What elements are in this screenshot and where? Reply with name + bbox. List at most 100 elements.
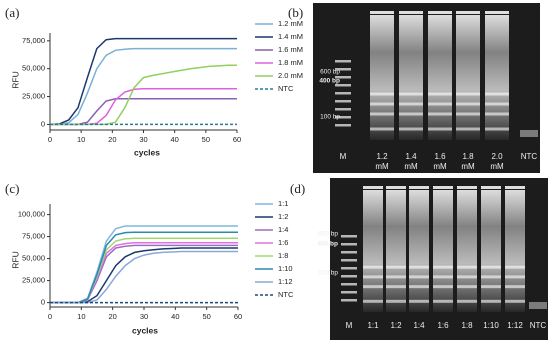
gel-band <box>505 265 525 269</box>
gel-smear <box>505 190 525 312</box>
gel-band <box>428 112 452 116</box>
y-axis-label: RFU <box>10 71 20 88</box>
gel-band <box>485 102 509 106</box>
x-tick-label: 10 <box>77 135 85 144</box>
legend-label: 1.6 mM <box>278 45 303 54</box>
size-marker: 400 bp <box>317 241 338 248</box>
gel-band <box>386 265 406 269</box>
panel-label: (a) <box>5 5 19 20</box>
legend-label: 1:1 <box>278 199 288 208</box>
panel-label: (b) <box>288 5 303 20</box>
gel-band <box>457 285 477 289</box>
legend-label: 1:10 <box>278 264 293 273</box>
gel-band <box>363 285 383 289</box>
gel-smear <box>481 190 501 312</box>
series-line <box>50 250 238 304</box>
gel-band <box>409 265 429 269</box>
lane-label: 1:10 <box>483 321 499 330</box>
gel-band <box>409 275 429 279</box>
y-tick-label: 0 <box>41 298 45 307</box>
gel-band <box>399 112 423 116</box>
ladder-band <box>341 251 357 254</box>
ladder-band <box>335 84 351 87</box>
gel-band <box>363 299 383 303</box>
gel-well <box>456 11 480 14</box>
gel-band <box>433 285 453 289</box>
gel-band <box>505 299 525 303</box>
gel-band <box>485 127 509 131</box>
gel-band <box>399 92 423 96</box>
y-tick-label: 50,000 <box>22 254 45 263</box>
lane-label: 1.2 mM <box>375 152 389 171</box>
ntc-band <box>520 130 538 137</box>
lane-label: 1:6 <box>437 321 449 330</box>
ladder-band <box>335 60 351 63</box>
gel-band <box>485 112 509 116</box>
series-line <box>50 247 238 304</box>
gel-band <box>457 299 477 303</box>
panel-label: (d) <box>290 181 305 196</box>
x-tick-label: 40 <box>170 135 178 144</box>
ladder-band <box>341 235 357 238</box>
legend-label: 2.0 mM <box>278 71 303 80</box>
x-tick-label: 0 <box>48 312 52 321</box>
gel-band <box>481 285 501 289</box>
gel-band <box>363 275 383 279</box>
gel-well <box>370 11 394 14</box>
gel-smear <box>433 190 453 312</box>
legend-label: NTC <box>278 84 294 93</box>
gel-smear <box>363 190 383 312</box>
y-tick-label: 25,000 <box>22 276 45 285</box>
gel-smear <box>399 15 423 140</box>
series-line <box>50 225 238 304</box>
gel-band <box>428 102 452 106</box>
x-tick-label: 60 <box>234 312 242 321</box>
lane-label: 2.0 mM <box>490 152 504 171</box>
y-tick-label: 25,000 <box>22 92 45 101</box>
y-tick-label: 0 <box>41 119 45 128</box>
x-axis-label: cycles <box>132 325 158 335</box>
gel-band <box>433 275 453 279</box>
gel-band <box>409 285 429 289</box>
gel-band <box>370 112 394 116</box>
gel-well <box>481 186 501 189</box>
gel-well <box>428 11 452 14</box>
ladder-band <box>335 100 351 103</box>
gel-band <box>457 265 477 269</box>
series-line <box>50 64 237 126</box>
lane-label: 1:4 <box>413 321 425 330</box>
gel-band <box>399 127 423 131</box>
size-marker: 400 bp <box>319 78 340 85</box>
legend-label: NTC <box>278 290 294 299</box>
ladder-band <box>335 76 351 79</box>
ntc-band <box>529 302 547 309</box>
gel-band <box>428 92 452 96</box>
gel-well <box>505 186 525 189</box>
series-line <box>50 231 238 304</box>
y-tick-label: 75,000 <box>22 232 45 241</box>
gel-smear <box>428 15 452 140</box>
lane-label: 1:8 <box>461 321 473 330</box>
lane-label: 1.4 mM <box>404 152 418 171</box>
size-marker: 600 bp <box>320 69 340 76</box>
x-tick-label: 20 <box>108 312 116 321</box>
ladder-band <box>341 267 357 270</box>
gel-band <box>481 265 501 269</box>
size-marker: 100 bp <box>318 270 338 277</box>
ladder-band <box>335 124 351 127</box>
gel-well <box>409 186 429 189</box>
gel-well <box>433 186 453 189</box>
gel-band <box>409 299 429 303</box>
legend-label: 1:12 <box>278 277 293 286</box>
x-tick-label: 30 <box>139 135 147 144</box>
series-line <box>50 244 238 304</box>
gel-smear <box>456 15 480 140</box>
gel-well <box>457 186 477 189</box>
legend-label: 1.8 mM <box>278 58 303 67</box>
gel-band <box>456 112 480 116</box>
gel-band <box>481 299 501 303</box>
ladder-band <box>335 92 351 95</box>
legend-label: 1:4 <box>278 225 288 234</box>
gel-band <box>457 275 477 279</box>
